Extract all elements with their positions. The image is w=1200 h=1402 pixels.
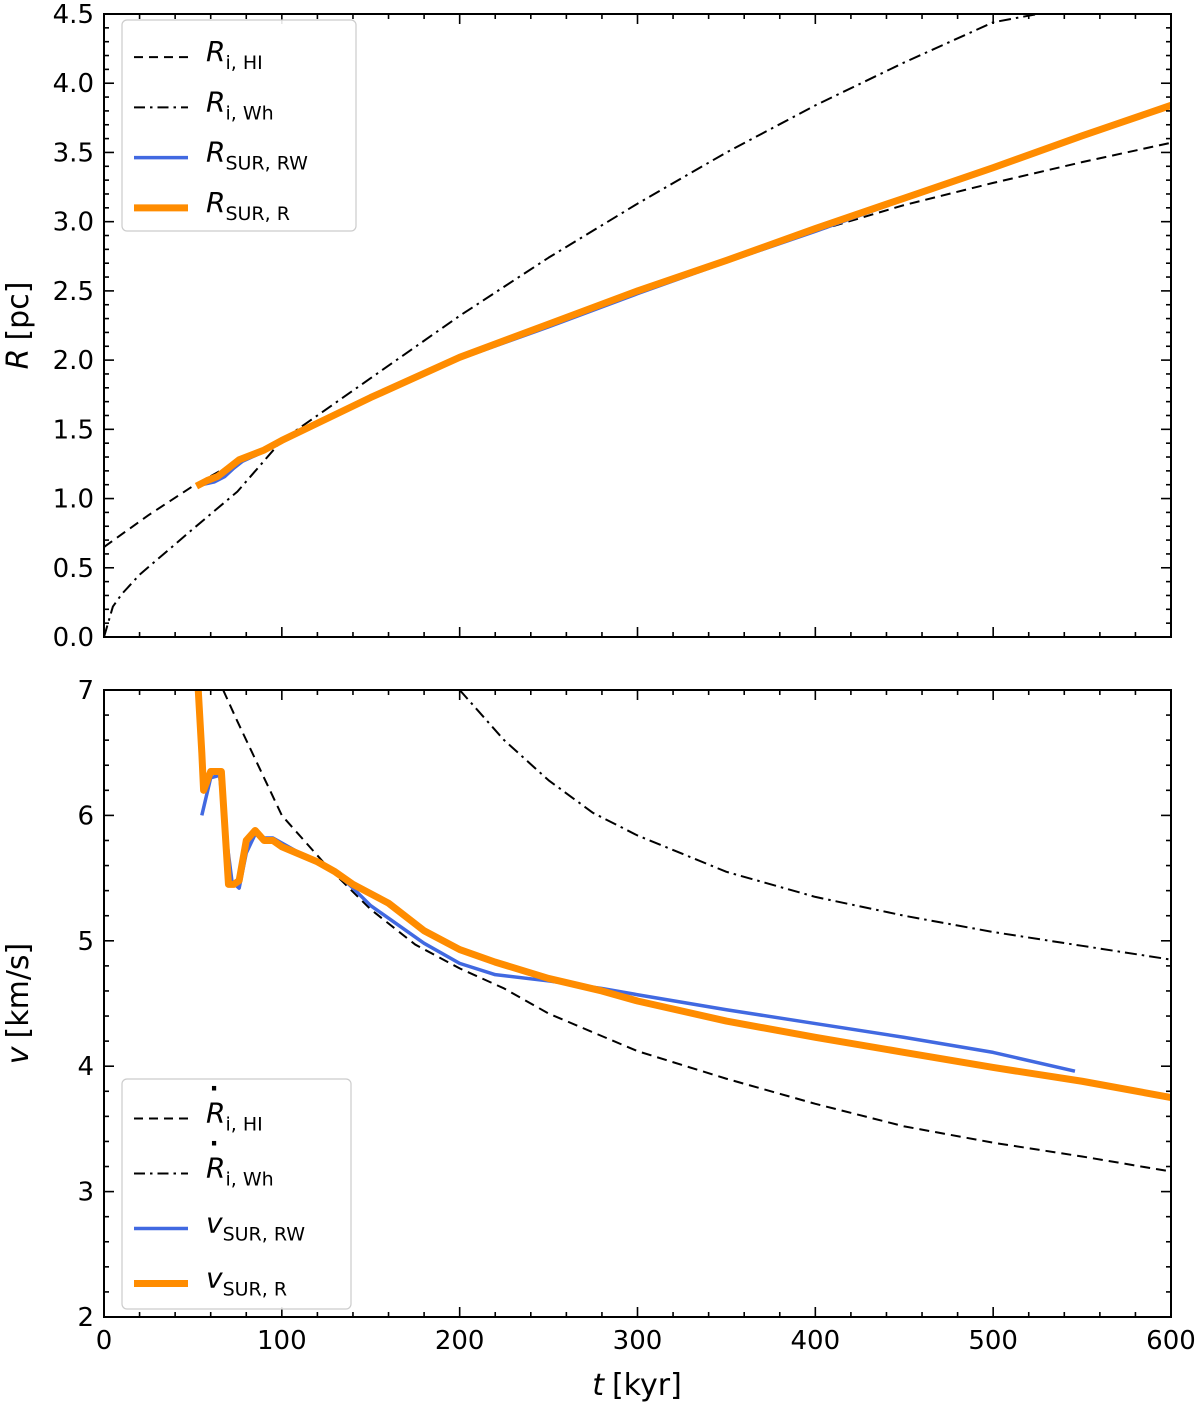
top-y-tick-label: 4.0	[53, 69, 94, 99]
bottom-legend-label: vSUR, RW	[206, 1207, 305, 1246]
bottom-x-tick-label: 100	[257, 1326, 307, 1356]
top-legend-label: Ri, HI	[206, 35, 263, 74]
top-plot-area	[104, 14, 1171, 637]
top-ticks	[103, 13, 1172, 638]
x-axis-label: t [kyr]	[592, 1368, 682, 1402]
top-y-tick-label: 0.0	[53, 623, 94, 653]
bottom-series-line-dr-i-wh-dt	[458, 690, 1171, 961]
top-legend-label: RSUR, R	[206, 186, 290, 225]
bottom-series-line-v-sur-r	[194, 690, 1171, 1101]
bottom-x-tick-label: 500	[968, 1326, 1018, 1356]
bottom-plot-area	[194, 690, 1171, 1173]
bottom-legend-dot-accent: ·	[209, 1130, 218, 1158]
bottom-y-axis-label: v[km/s]	[1, 943, 36, 1065]
top-legend-box	[121, 19, 357, 232]
bottom-x-tick-label: 300	[613, 1326, 663, 1356]
top-y-tick-label: 3.5	[53, 138, 94, 168]
top-y-tick-label: 4.5	[53, 0, 94, 30]
top-panel-radius: 0.0 0.5 1.0 1.5 2.0 2.5 3.0 3.5 4.0 4.5 R[pc] Ri, H…	[1, 0, 1172, 653]
top-y-axis-label: R[pc]	[1, 282, 36, 370]
bottom-legend-label: Ri, Wh	[206, 1152, 274, 1191]
bottom-series-line-v-sur-rw	[200, 773, 1076, 1073]
bottom-y-tick-label: 2	[77, 1303, 94, 1333]
top-legend-label: Ri, Wh	[206, 85, 274, 124]
bottom-legend-label: vSUR, R	[206, 1262, 287, 1301]
bottom-x-tick-label: 400	[791, 1326, 841, 1356]
top-legend: Ri, HI Ri, Wh RSUR, RW RSUR, R	[121, 19, 357, 232]
bottom-y-tick-label: 4	[77, 1052, 94, 1082]
bottom-y-tick-label: 7	[77, 676, 94, 706]
top-legend-label: RSUR, RW	[206, 136, 308, 175]
top-y-tick-label: 1.0	[53, 485, 94, 515]
bottom-x-tick-label: 0	[96, 1326, 113, 1356]
top-y-tick-label: 2.5	[53, 277, 94, 307]
bottom-series-line-dr-i-hi-dt	[222, 690, 1171, 1173]
bottom-y-tick-label: 5	[77, 927, 94, 957]
bottom-y-tick-label: 6	[77, 801, 94, 831]
top-y-tick-label: 2.0	[53, 346, 94, 376]
top-series-line-r-i-wh	[104, 14, 1038, 637]
bottom-x-tick-label: 600	[1146, 1326, 1196, 1356]
top-y-tick-label: 3.0	[53, 208, 94, 238]
top-y-tick-label: 1.5	[53, 415, 94, 445]
top-series-line-r-sur-r	[194, 102, 1171, 490]
bottom-legend-label: Ri, HI	[206, 1097, 263, 1136]
top-y-tick-label: 0.5	[53, 554, 94, 584]
bottom-legend-box	[121, 1078, 352, 1310]
bottom-y-tick-label: 3	[77, 1178, 94, 1208]
bottom-legend-dot-accent: ·	[209, 1075, 218, 1103]
bottom-x-tick-label: 200	[435, 1326, 485, 1356]
bottom-ticks	[103, 689, 1172, 1318]
